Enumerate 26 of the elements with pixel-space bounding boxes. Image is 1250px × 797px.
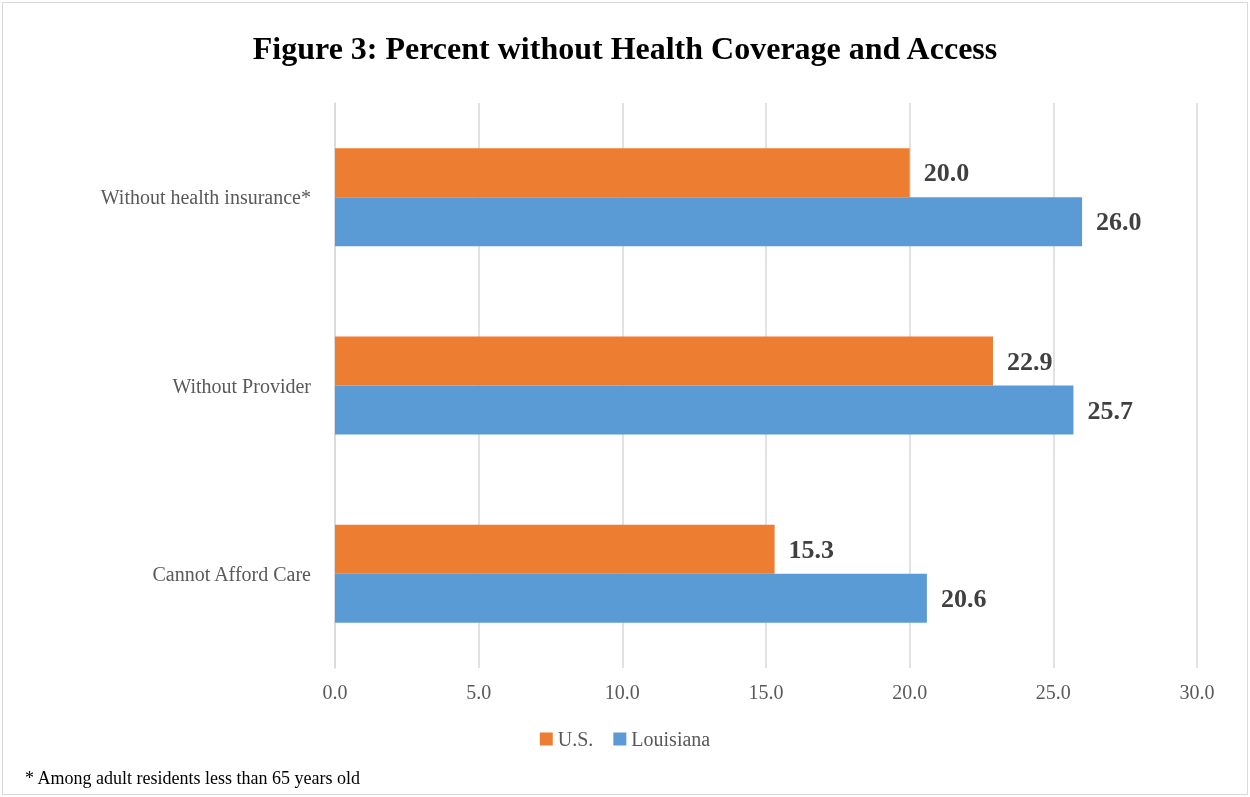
chart-title: Figure 3: Percent without Health Coverage and Access [252, 30, 998, 66]
x-tick-label: 15.0 [748, 681, 784, 703]
text: * Among adult residents less than 65 years old [25, 768, 360, 789]
data-label: 26.0 [1096, 207, 1142, 237]
bar [335, 197, 1083, 247]
x-tick-label: 5.0 [466, 681, 492, 703]
x-tick-label: 10.0 [604, 681, 640, 703]
data-label: 20.6 [940, 583, 987, 613]
x-tick-label: 25.0 [1035, 681, 1071, 703]
x-tick-label: 20.0 [892, 681, 928, 703]
y-tick-label: Without health insurance* [100, 186, 311, 209]
x-tick-label: 30.0 [1179, 681, 1215, 703]
bar [335, 336, 993, 386]
data-label: 15.3 [788, 534, 835, 564]
x-tick-label: 0.0 [322, 681, 348, 703]
y-tick-label: Without Provider [172, 374, 312, 397]
bar [335, 524, 775, 574]
bar [335, 385, 1074, 435]
bar [335, 148, 910, 198]
legend-label: Louisiana [631, 728, 711, 750]
bar [335, 573, 927, 623]
legend-label: U.S. [557, 728, 594, 750]
data-label: 22.9 [1006, 346, 1053, 376]
data-label: 25.7 [1087, 395, 1133, 425]
y-tick-label: Cannot Afford Care [152, 562, 312, 585]
data-label: 20.0 [923, 158, 970, 188]
